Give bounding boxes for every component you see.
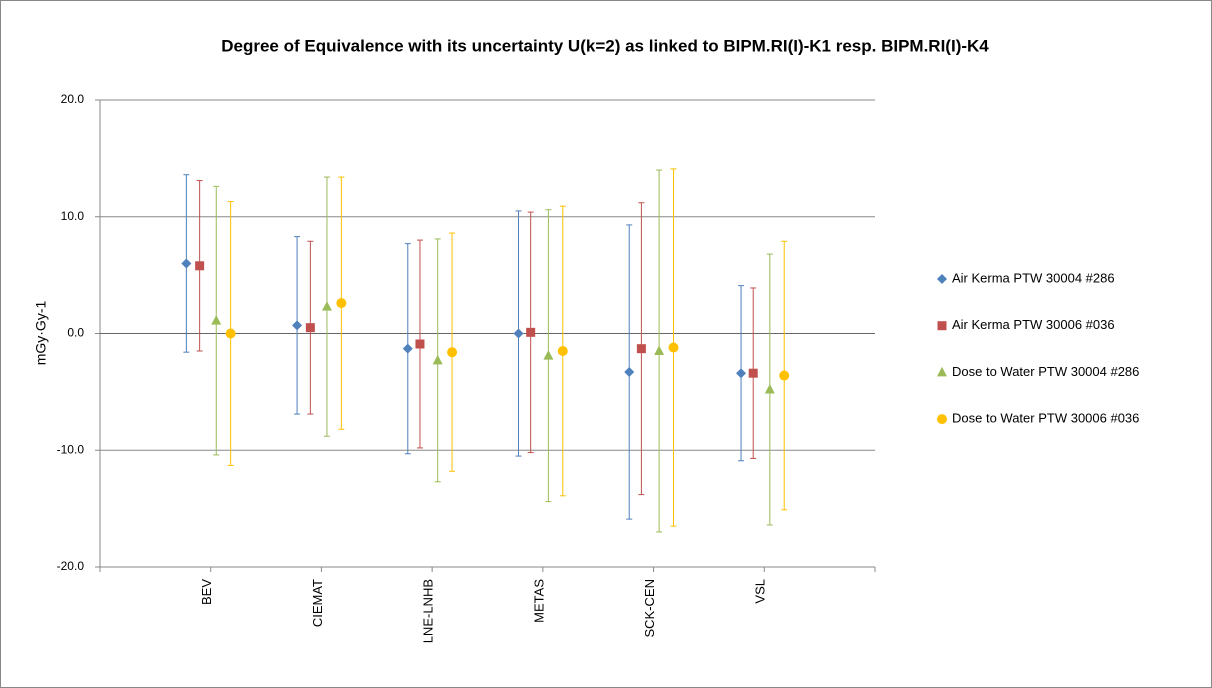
legend-marker: [937, 366, 947, 377]
point: [636, 344, 646, 354]
legend-label: Air Kerma PTW 30006 #036: [952, 317, 1115, 332]
legend-marker: [937, 321, 947, 331]
point: [402, 343, 413, 354]
point: [321, 301, 332, 311]
point: [292, 320, 303, 331]
point: [195, 261, 205, 271]
x-tick-label: LNE-LNHB: [421, 579, 436, 643]
point: [336, 298, 347, 309]
legend-marker: [937, 274, 947, 284]
legend-label: Air Kerma PTW 30004 #286: [952, 270, 1115, 285]
point: [779, 370, 790, 381]
legend-marker: [937, 414, 947, 425]
point: [543, 350, 554, 360]
point: [447, 347, 458, 358]
point: [748, 368, 758, 378]
point: [305, 323, 315, 333]
chart-title: Degree of Equivalence with its uncertain…: [221, 36, 989, 55]
point: [736, 368, 747, 379]
legend-label: Dose to Water PTW 30006 #036: [952, 411, 1139, 426]
x-tick-label: METAS: [531, 579, 546, 623]
point: [432, 354, 443, 365]
legend-label: Dose to Water PTW 30004 #286: [952, 364, 1139, 379]
x-tick-label: CIEMAT: [310, 579, 325, 627]
x-tick-label: BEV: [199, 579, 214, 605]
x-tick-label: SCK-CEN: [642, 579, 657, 638]
y-tick-label: -20.0: [57, 559, 85, 573]
point: [225, 328, 236, 339]
y-tick-label: -10.0: [57, 442, 85, 456]
point: [211, 315, 222, 325]
x-tick-label: VSL: [753, 579, 768, 604]
point: [764, 384, 775, 394]
point: [557, 346, 568, 357]
point: [181, 258, 192, 269]
y-tick-label: 0.0: [67, 326, 84, 340]
point: [526, 327, 536, 337]
point: [624, 367, 635, 378]
point: [513, 328, 524, 339]
y-tick-label: 20.0: [61, 92, 85, 106]
y-axis-label: mGy·Gy-1: [33, 301, 49, 366]
point: [654, 345, 665, 356]
y-tick-label: 10.0: [61, 209, 85, 223]
point: [668, 342, 679, 353]
point: [415, 339, 425, 349]
